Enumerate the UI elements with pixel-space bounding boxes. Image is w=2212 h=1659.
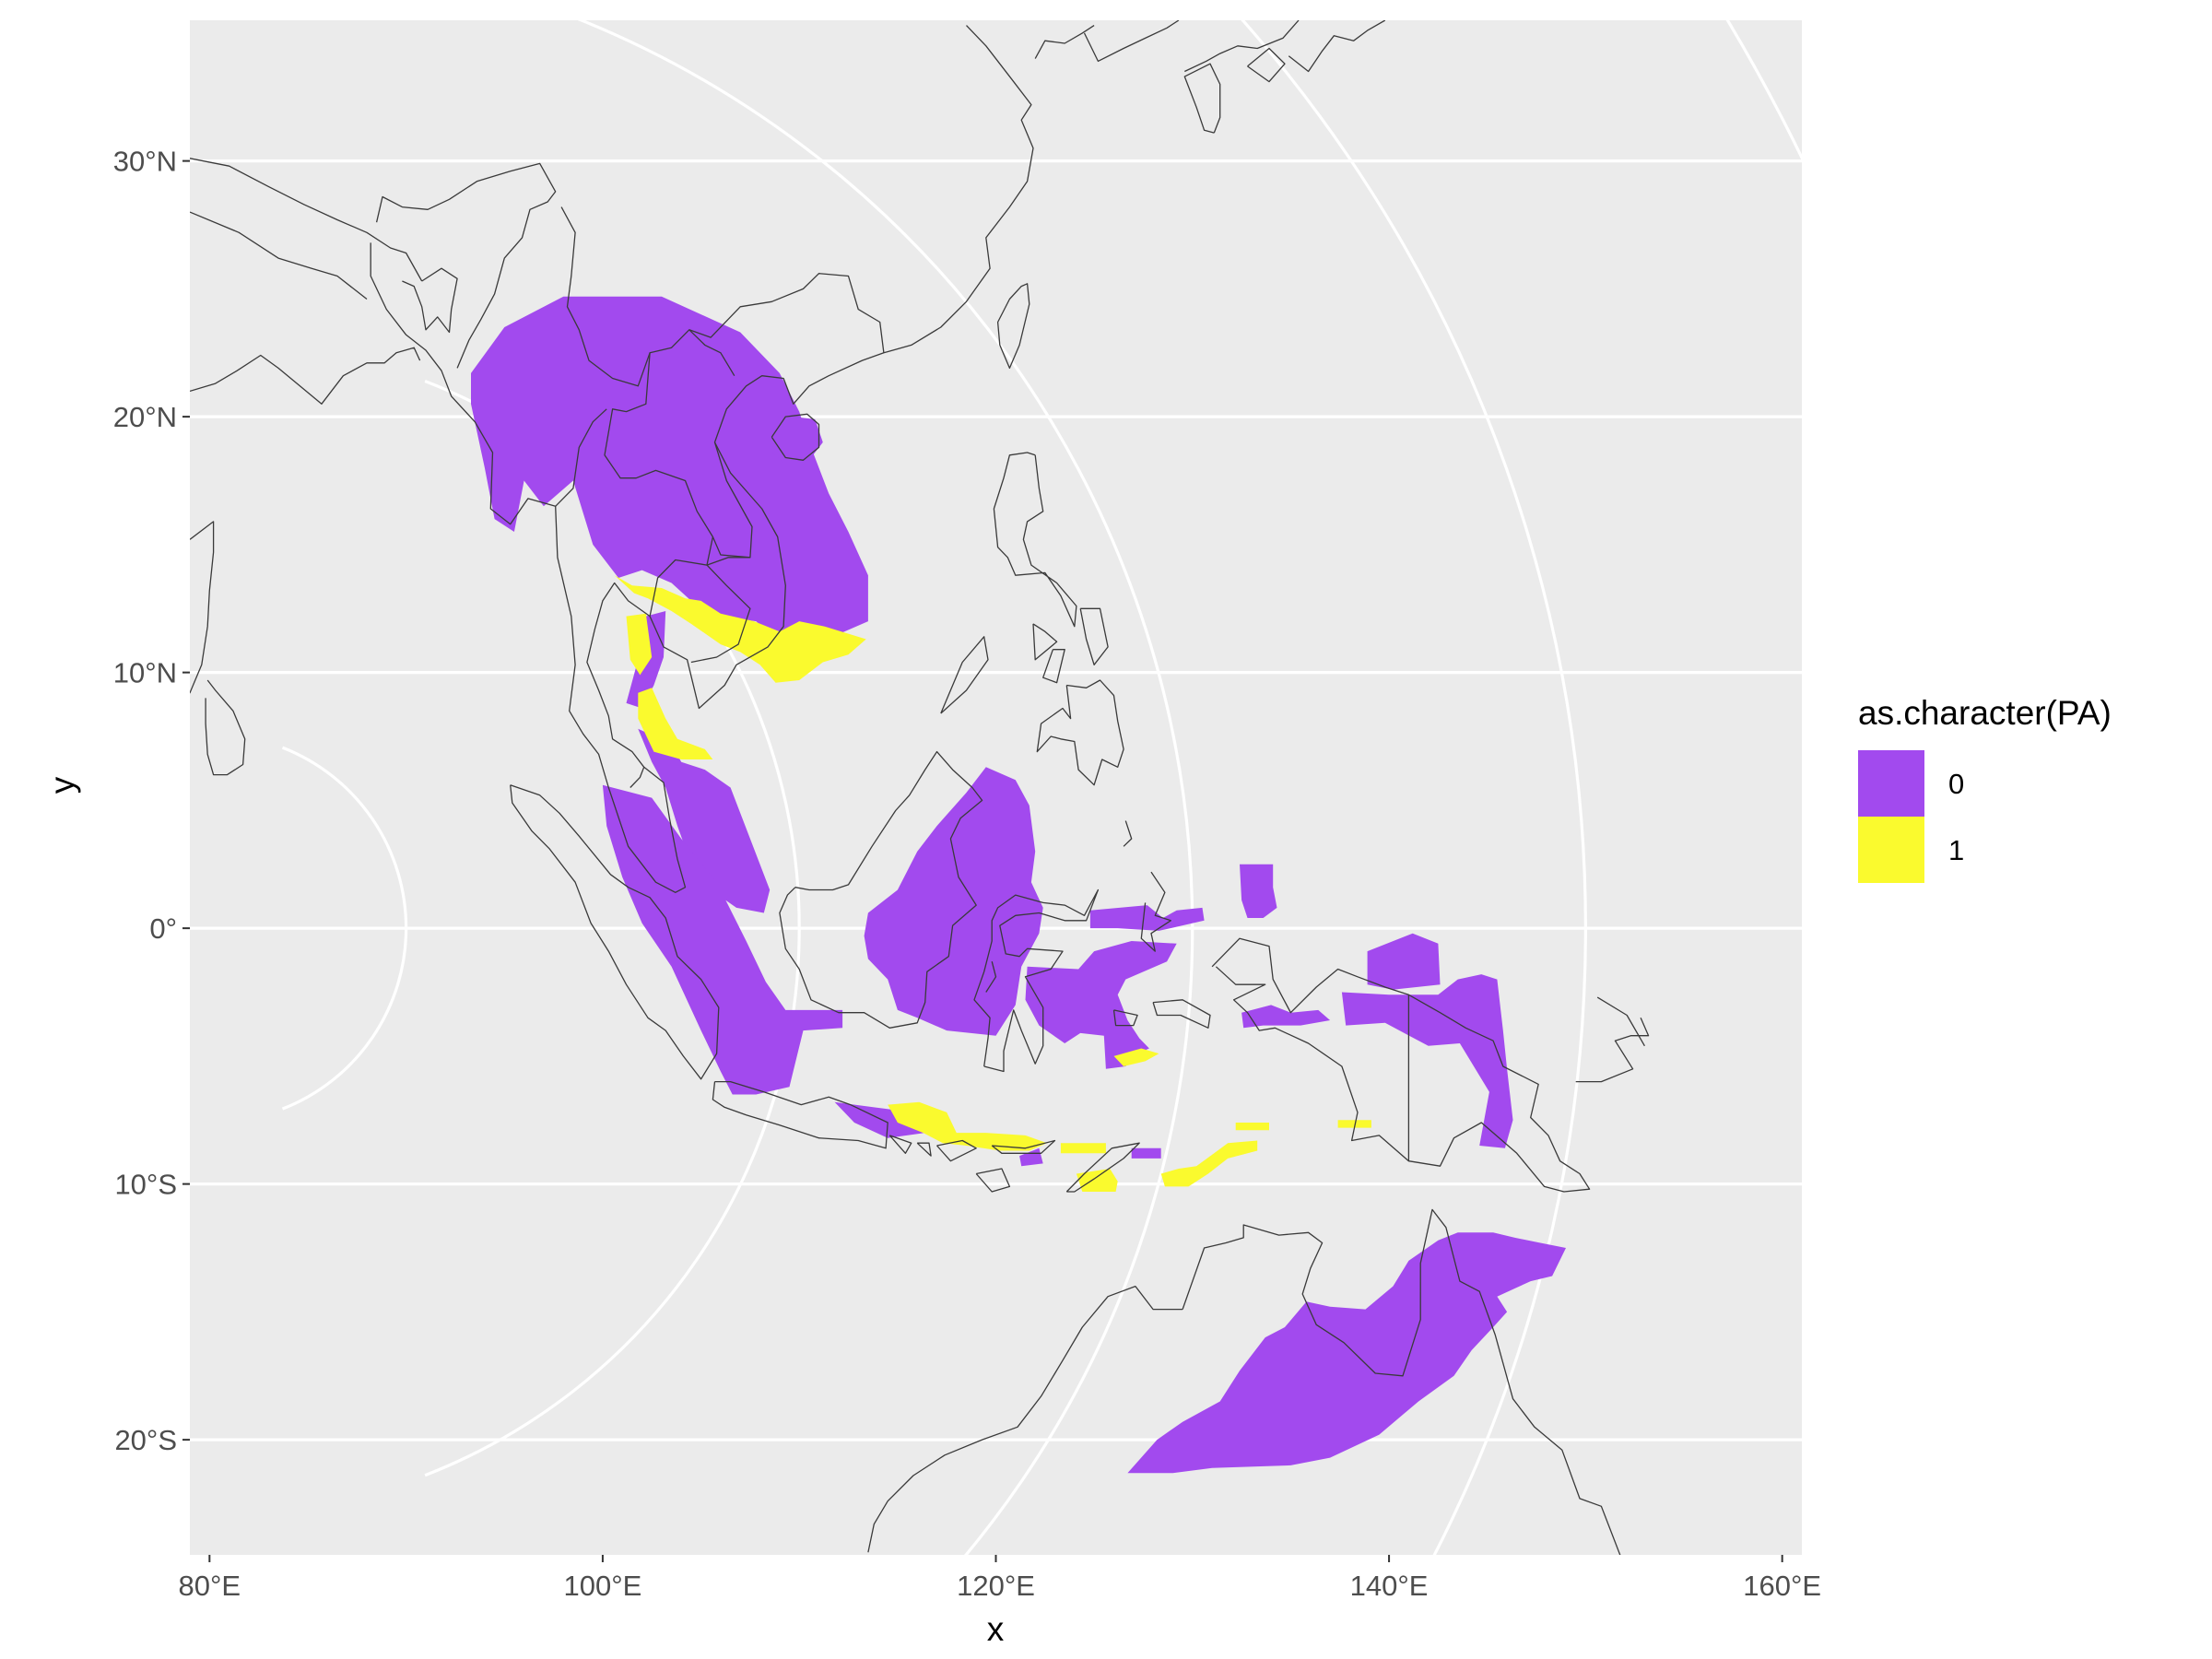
y-tick-label-1: 20°N bbox=[113, 401, 177, 433]
latitude-gridlines bbox=[190, 159, 1802, 1441]
coastline-3 bbox=[771, 413, 820, 461]
coastline-21 bbox=[936, 1139, 977, 1162]
coastline-32 bbox=[1596, 996, 1645, 1047]
legend-title: as.character(PA) bbox=[1858, 694, 2112, 732]
region-peninsula-yellow bbox=[638, 688, 713, 759]
coastline-48 bbox=[1247, 47, 1286, 83]
x-tick-label-0: 80°E bbox=[179, 1570, 241, 1602]
coastlines bbox=[190, 20, 1650, 1555]
coastline-35 bbox=[985, 961, 997, 993]
coastline-11 bbox=[604, 352, 753, 566]
legend-key-0 bbox=[1858, 750, 1924, 817]
coastline-8 bbox=[205, 679, 246, 776]
coastline-44 bbox=[1034, 25, 1095, 59]
coastline-15 bbox=[629, 767, 645, 788]
coastline-18 bbox=[712, 1080, 888, 1149]
coastline-31 bbox=[1575, 1018, 1650, 1083]
coastline-17 bbox=[510, 784, 720, 1080]
region-halmahera bbox=[1240, 864, 1277, 918]
region-sumatra bbox=[602, 784, 843, 1095]
coastline-36 bbox=[1123, 820, 1133, 847]
region-small-yellow-1 bbox=[1235, 1123, 1269, 1131]
legend-key-1 bbox=[1858, 817, 1924, 883]
region-sunda-yellow-east bbox=[1060, 1143, 1106, 1154]
coastline-2 bbox=[370, 25, 1034, 893]
legend-label-0: 0 bbox=[1948, 768, 1964, 800]
region-sulawesi bbox=[1025, 941, 1177, 1069]
coastline-5 bbox=[402, 267, 458, 334]
coastline-13 bbox=[649, 559, 751, 664]
legend: as.character(PA) 0 1 bbox=[1858, 694, 2112, 883]
region-borneo bbox=[864, 767, 1043, 1036]
y-tick-label-0: 30°N bbox=[113, 146, 177, 178]
coastline-10 bbox=[688, 329, 735, 377]
x-tick-label-4: 160°E bbox=[1743, 1570, 1821, 1602]
coastline-49 bbox=[1288, 20, 1386, 73]
x-axis-title: x bbox=[987, 1610, 1005, 1648]
coastline-16 bbox=[779, 750, 983, 1029]
coastline-0 bbox=[190, 158, 423, 282]
coastline-19 bbox=[888, 1135, 912, 1154]
coastline-40 bbox=[1032, 623, 1058, 661]
coastline-43 bbox=[996, 283, 1030, 370]
coastline-46 bbox=[1184, 20, 1300, 73]
region-papua-west bbox=[1367, 933, 1441, 990]
coastline-29 bbox=[1211, 937, 1591, 1193]
coastline-47 bbox=[1183, 63, 1221, 134]
region-sula-banggai bbox=[1089, 905, 1205, 931]
x-tick-label-2: 120°E bbox=[957, 1570, 1035, 1602]
legend-label-1: 1 bbox=[1948, 834, 1964, 866]
region-flores-purple bbox=[1131, 1147, 1161, 1159]
region-malay-peninsula-south bbox=[638, 728, 771, 913]
coastline-12 bbox=[555, 408, 607, 507]
y-axis-title: y bbox=[43, 776, 81, 794]
distribution-regions bbox=[471, 296, 1566, 1474]
coastline-20 bbox=[916, 1142, 932, 1157]
y-tick-label-4: 10°S bbox=[114, 1169, 177, 1201]
region-sumba-yellow bbox=[1076, 1169, 1118, 1192]
region-australia-north bbox=[1127, 1232, 1566, 1474]
coastline-4 bbox=[375, 162, 557, 369]
coastline-22 bbox=[991, 1139, 1056, 1154]
coastline-38 bbox=[1079, 607, 1109, 665]
coastline-39 bbox=[1042, 649, 1065, 684]
coastline-1 bbox=[190, 211, 368, 300]
region-java-yellow bbox=[888, 1101, 1047, 1151]
coastline-24 bbox=[1065, 1142, 1140, 1193]
coastline-33 bbox=[1182, 1208, 1621, 1555]
y-axis-ticks: 30°N 20°N 10°N 0° 10°S 20°S bbox=[113, 146, 190, 1456]
coastline-7 bbox=[190, 521, 215, 694]
y-tick-label-3: 0° bbox=[149, 912, 177, 945]
region-seram-buru bbox=[1241, 1005, 1331, 1029]
coastline-27 bbox=[1112, 1009, 1138, 1027]
y-tick-label-5: 20°S bbox=[114, 1424, 177, 1456]
x-axis-ticks: 80°E 100°E 120°E 140°E 160°E bbox=[179, 1555, 1821, 1602]
coastline-6 bbox=[190, 347, 421, 405]
coastline-14 bbox=[712, 536, 750, 559]
coastline-37 bbox=[993, 452, 1077, 628]
x-tick-label-1: 100°E bbox=[564, 1570, 642, 1602]
coastline-28 bbox=[1152, 999, 1211, 1029]
coastline-41 bbox=[1036, 679, 1124, 786]
x-tick-label-3: 140°E bbox=[1350, 1570, 1429, 1602]
coastline-26 bbox=[1140, 871, 1171, 952]
coastline-23 bbox=[975, 1168, 1011, 1193]
coastline-25 bbox=[973, 888, 1100, 1073]
region-mainland-indochina bbox=[471, 296, 868, 642]
region-timor-yellow bbox=[1160, 1140, 1258, 1187]
region-sulawesi-south-yellow bbox=[1113, 1048, 1159, 1066]
region-papua-south bbox=[1341, 974, 1513, 1148]
region-thailand-gulf-west bbox=[626, 613, 653, 676]
coastline-9 bbox=[560, 206, 885, 387]
coastline-42 bbox=[940, 636, 989, 714]
region-hainan bbox=[770, 417, 823, 464]
coastline-45 bbox=[1083, 20, 1180, 63]
y-tick-label-2: 10°N bbox=[113, 657, 177, 689]
region-cambodia-vietnam-south bbox=[614, 575, 866, 683]
coastline-34 bbox=[867, 1285, 1183, 1553]
